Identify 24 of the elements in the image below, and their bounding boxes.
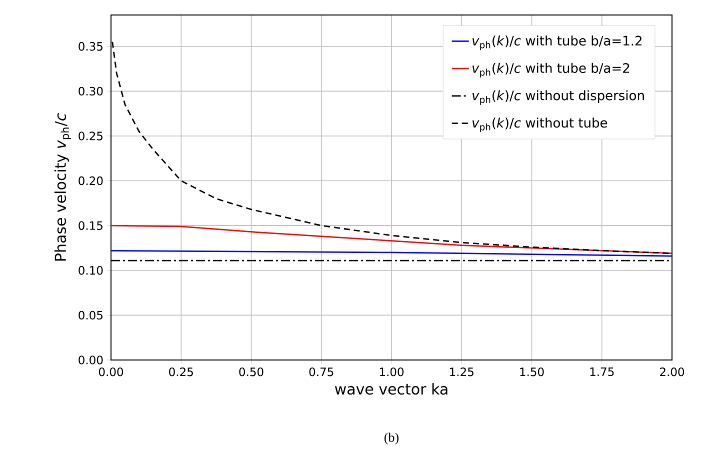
legend-label: v$_{ph}$(k)/c without tube xyxy=(472,118,608,132)
x-tick-label: 0.75 xyxy=(309,368,334,376)
y-tick-label: 0.05 xyxy=(78,310,102,320)
x-tick-label: 1.25 xyxy=(450,368,474,376)
y-tick-label: 0.20 xyxy=(78,176,103,186)
legend-label: v$_{ph}$(k)/c with tube b/a=1.2 xyxy=(472,36,642,50)
x-tick-label: 0.00 xyxy=(98,368,124,376)
x-axis-title: wave vector ka xyxy=(334,383,448,395)
legend-label: v$_{ph}$(k)/c with tube b/a=2 xyxy=(472,62,630,78)
x-tick-label: 2.00 xyxy=(660,368,684,376)
x-tick-label: 0.50 xyxy=(239,368,264,376)
y-tick-label: 0.10 xyxy=(78,266,103,275)
x-tick-label: 1.75 xyxy=(590,368,614,376)
y-tick-label: 0.00 xyxy=(78,356,103,364)
y-axis-title: Phase velocity v$_{ph}$/c xyxy=(54,113,72,261)
legend-label: v$_{ph}$(k)/c without dispersion xyxy=(472,90,644,105)
x-tick-label: 0.25 xyxy=(169,368,193,376)
x-tick-label: 1.50 xyxy=(520,368,544,376)
y-tick-label: 0.35 xyxy=(78,42,102,51)
y-tick-label: 0.15 xyxy=(78,221,102,230)
x-tick-label: 1.00 xyxy=(380,368,404,376)
y-tick-label: 0.25 xyxy=(78,132,102,140)
y-tick-label: 0.30 xyxy=(78,86,103,96)
text: (b) xyxy=(384,432,399,444)
